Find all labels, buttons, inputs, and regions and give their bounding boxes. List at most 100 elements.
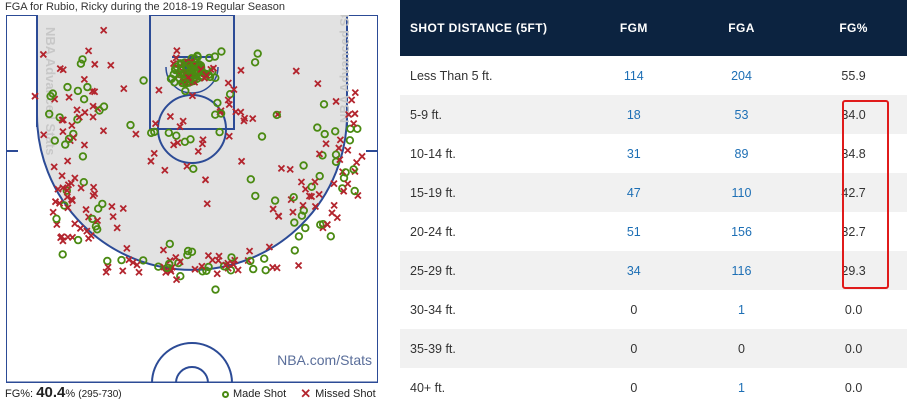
cell-fgm: 0: [630, 380, 638, 395]
missed-shot-marker: [93, 216, 102, 225]
fg-unit: %: [65, 388, 76, 400]
made-shot-marker: [98, 199, 107, 209]
cell-distance: 20-24 ft.: [410, 224, 456, 239]
made-shot-marker: [78, 55, 87, 64]
missed-shot-marker: [332, 97, 340, 106]
missed-shot-marker: [214, 256, 223, 265]
made-shot-marker: [45, 109, 54, 119]
made-shot-marker: [211, 73, 220, 82]
missed-shot-marker: [241, 114, 249, 122]
missed-shot-marker: [335, 144, 343, 152]
cell-fga[interactable]: 204: [731, 68, 752, 83]
table-row: 30-34 ft. 0 1 0.0: [400, 290, 907, 329]
missed-shot-marker: [132, 130, 140, 138]
made-shot-marker: [50, 136, 59, 145]
missed-shot-marker: [84, 213, 93, 221]
cell-fgm[interactable]: 34: [626, 263, 641, 278]
header-fga[interactable]: FGA: [728, 21, 755, 35]
made-shot-marker: [117, 255, 126, 265]
missed-shot-marker: [305, 192, 314, 200]
missed-shot-marker: [314, 79, 322, 88]
made-shot-marker: [320, 129, 329, 139]
cell-fgm[interactable]: 31: [626, 146, 641, 161]
cell-distance: Less Than 5 ft.: [410, 68, 493, 83]
header-distance[interactable]: SHOT DISTANCE (5FT): [410, 21, 548, 35]
table-row: 20-24 ft. 51 156 32.7: [400, 212, 907, 251]
missed-shot-marker: [213, 270, 221, 278]
three-point-line: [36, 15, 348, 271]
missed-shot-marker: [81, 108, 89, 117]
cell-distance: 25-29 ft.: [410, 263, 456, 278]
cell-fga[interactable]: 116: [731, 263, 752, 278]
paint-area: [149, 15, 235, 130]
cell-fga[interactable]: 1: [738, 380, 745, 395]
missed-shot-marker: [71, 174, 79, 182]
made-shot-marker: [172, 62, 181, 71]
missed-shot-marker: [328, 209, 336, 217]
made-shot-marker: [290, 218, 299, 227]
header-fgm[interactable]: FGM: [619, 21, 648, 35]
missed-shot-marker: [188, 92, 197, 100]
cell-fgm[interactable]: 47: [626, 185, 641, 200]
cell-fga[interactable]: 1: [738, 302, 745, 317]
missed-shot-marker: [225, 132, 233, 140]
missed-shot-marker: [39, 50, 47, 59]
missed-shot-marker: [201, 176, 210, 184]
missed-shot-marker: [58, 172, 66, 180]
made-shot-marker: [272, 110, 281, 120]
missed-shot-marker: [135, 268, 143, 276]
missed-shot-marker: [301, 185, 310, 193]
cell-distance: 15-19 ft.: [410, 185, 456, 200]
missed-shot-marker: [183, 162, 191, 170]
missed-shot-marker: [166, 112, 175, 121]
table-row: 10-14 ft. 31 89 34.8: [400, 134, 907, 173]
missed-shot-marker: [64, 181, 73, 189]
made-shot-marker: [350, 186, 359, 196]
missed-shot-marker: [330, 201, 338, 210]
made-shot-marker: [164, 259, 174, 269]
made-shot-marker: [126, 120, 135, 130]
fg-summary: FG%: 40.4% (295-730): [5, 384, 122, 401]
made-shot-marker: [64, 134, 74, 144]
made-shot-marker: [290, 246, 299, 255]
missed-shot-marker: [348, 96, 356, 104]
header-fg-pct[interactable]: FG%: [839, 21, 868, 35]
missed-shot-marker: [59, 184, 67, 192]
missed-shot-marker: [351, 110, 359, 118]
made-shot-marker: [63, 82, 72, 92]
made-shot-marker: [55, 113, 64, 122]
missed-shot-marker: [71, 220, 79, 228]
cell-fgm[interactable]: 114: [623, 68, 644, 83]
cell-fg-pct: 34.0: [841, 107, 866, 122]
cell-fga[interactable]: 53: [734, 107, 749, 122]
missed-shot-marker: [51, 198, 60, 206]
missed-shot-marker: [133, 261, 141, 269]
missed-shot-marker: [75, 113, 83, 121]
cell-distance: 10-14 ft.: [410, 146, 456, 161]
cell-fga[interactable]: 89: [734, 146, 749, 161]
cell-fgm[interactable]: 51: [626, 224, 641, 239]
fg-pct-highlight-box: [842, 100, 889, 289]
made-shot-marker: [58, 250, 67, 259]
missed-shot-marker: [232, 108, 240, 116]
missed-shot-marker: [89, 192, 97, 200]
cell-fga[interactable]: 156: [731, 224, 752, 239]
missed-shot-marker: [73, 106, 81, 114]
missed-shot-marker: [230, 85, 238, 94]
made-shot-marker: [202, 266, 211, 275]
made-shot-marker: [176, 70, 185, 79]
made-shot-marker: [210, 52, 220, 61]
cell-fga[interactable]: 110: [731, 185, 752, 200]
made-shot-marker: [313, 123, 322, 132]
missed-shot-marker: [336, 136, 345, 144]
made-shot-marker: [227, 253, 236, 262]
legend-missed-label: Missed Shot: [315, 388, 376, 400]
missed-shot-marker: [147, 157, 155, 165]
fg-label: FG%:: [5, 388, 34, 400]
made-shot-marker: [83, 82, 92, 92]
missed-shot-marker: [224, 79, 232, 87]
cell-fgm[interactable]: 18: [626, 107, 641, 122]
missed-shot-marker: [123, 244, 131, 253]
missed-shot-marker: [82, 205, 90, 214]
shot-markers: [31, 26, 366, 294]
